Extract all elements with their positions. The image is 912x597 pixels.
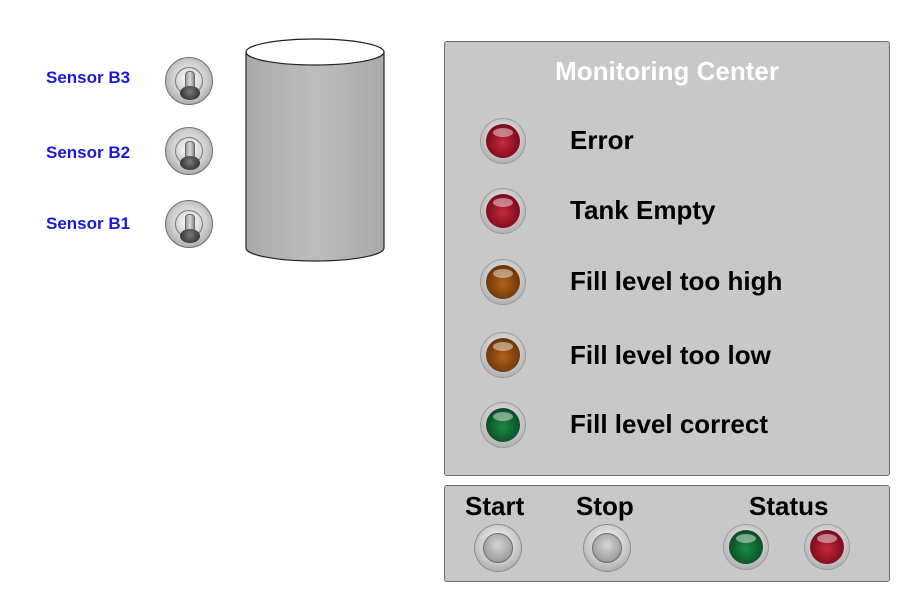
status-red-lamp-icon: [805, 525, 849, 569]
fill-correct-lamp-icon: [481, 403, 525, 447]
sensor-b3-label: Sensor B3: [46, 68, 131, 87]
sensor-b3-toggle-icon[interactable]: [165, 57, 213, 105]
sensor-b1-label: Sensor B1: [46, 214, 131, 233]
indicator-label-tank-empty: Tank Empty: [570, 195, 716, 225]
start-button[interactable]: [475, 525, 521, 571]
tank-icon: [245, 38, 385, 262]
indicator-label-error: Error: [570, 125, 634, 155]
control-panel: Start Stop Status: [444, 485, 890, 582]
status-label: Status: [749, 491, 829, 521]
stop-label: Stop: [576, 491, 634, 521]
sensor-b2-label: Sensor B2: [46, 143, 131, 162]
fill-too-high-lamp-icon: [481, 260, 525, 304]
sensor-b2-toggle-icon[interactable]: [165, 127, 213, 175]
indicator-label-fill-too-high: Fill level too high: [570, 266, 783, 296]
start-label: Start: [465, 491, 525, 521]
indicator-label-fill-too-low: Fill level too low: [570, 340, 771, 370]
monitoring-center-panel: Monitoring Center Error Tank Empty Fill …: [444, 41, 890, 476]
stop-button[interactable]: [584, 525, 630, 571]
status-green-lamp-icon: [724, 525, 768, 569]
fill-too-low-lamp-icon: [481, 333, 525, 377]
sensor-b1-toggle-icon[interactable]: [165, 200, 213, 248]
panel-title: Monitoring Center: [555, 56, 779, 86]
tank-empty-lamp-icon: [481, 189, 525, 233]
indicator-label-fill-correct: Fill level correct: [570, 409, 768, 439]
error-lamp-icon: [481, 119, 525, 163]
